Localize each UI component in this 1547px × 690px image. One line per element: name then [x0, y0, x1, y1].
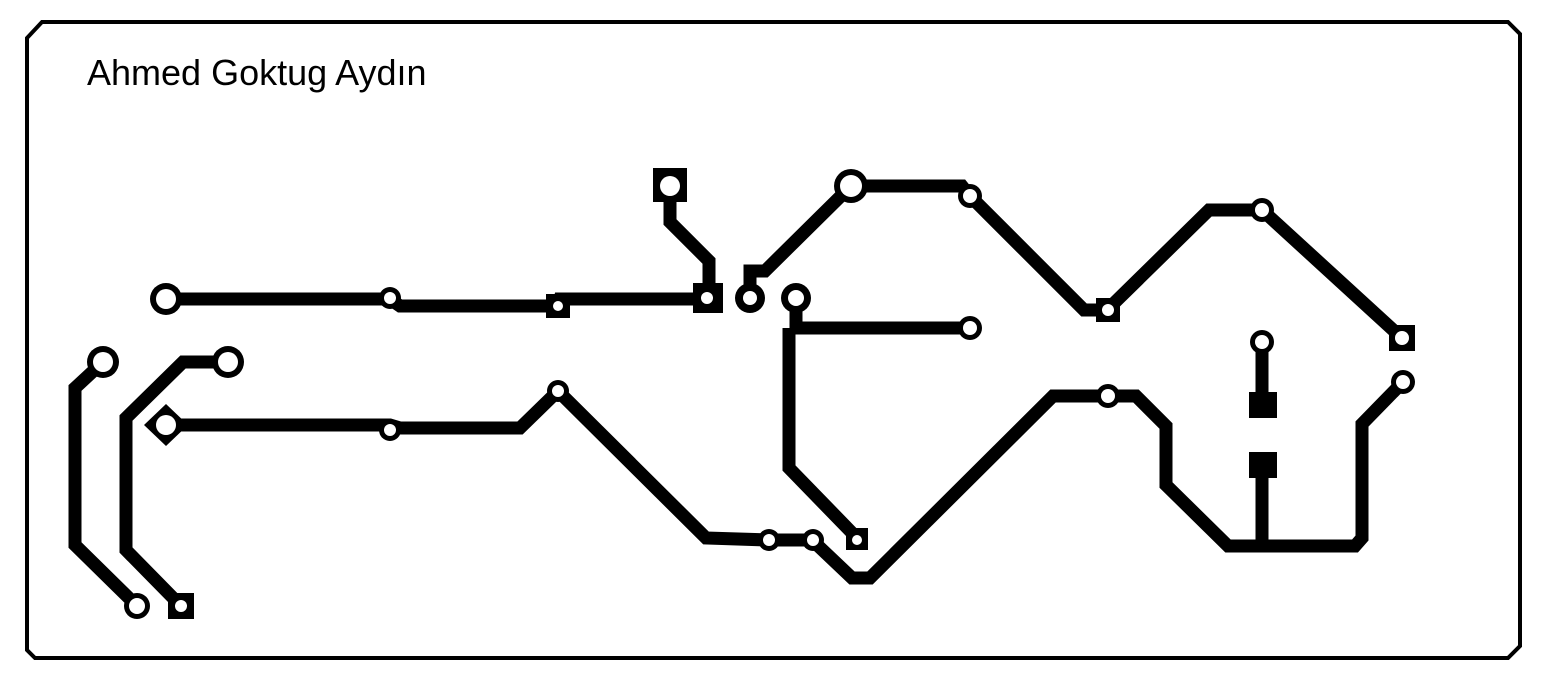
drill-hole: [552, 385, 564, 397]
trace-middle-long: [166, 377, 1408, 585]
drill-hole: [807, 534, 819, 546]
drill-hole: [175, 600, 187, 612]
author-label: Ahmed Goktug Aydın: [87, 52, 427, 93]
drill-hole: [384, 424, 396, 436]
drill-hole: [763, 534, 775, 546]
drill-hole: [553, 301, 563, 311]
drill-hole: [743, 291, 757, 305]
trace-left-outer: [68, 357, 142, 611]
drill-hole: [1396, 375, 1410, 389]
drill-holes: [93, 175, 1410, 614]
drill-hole: [701, 292, 713, 304]
board-outline: [25, 20, 1522, 660]
smd-pad: [1249, 452, 1277, 478]
drill-hole: [156, 415, 176, 435]
drill-hole: [1255, 335, 1269, 349]
drill-hole: [384, 292, 396, 304]
drill-hole: [963, 321, 977, 335]
drill-hole: [840, 175, 862, 197]
drill-hole: [129, 598, 145, 614]
drill-hole: [1255, 203, 1269, 217]
drill-hole: [788, 290, 804, 306]
drill-hole: [963, 189, 977, 203]
drill-hole: [156, 289, 176, 309]
drill-hole: [218, 352, 238, 372]
smd-pad: [1249, 392, 1277, 418]
drill-hole: [1101, 389, 1115, 403]
trace-top-long: [166, 292, 708, 313]
drill-hole: [852, 535, 862, 545]
trace-left-inner: [119, 355, 228, 611]
drill-hole: [660, 176, 680, 196]
trace-top-vertical: [663, 186, 716, 299]
drill-hole: [1395, 331, 1409, 345]
drill-hole: [93, 352, 113, 372]
drill-hole: [1102, 304, 1114, 316]
